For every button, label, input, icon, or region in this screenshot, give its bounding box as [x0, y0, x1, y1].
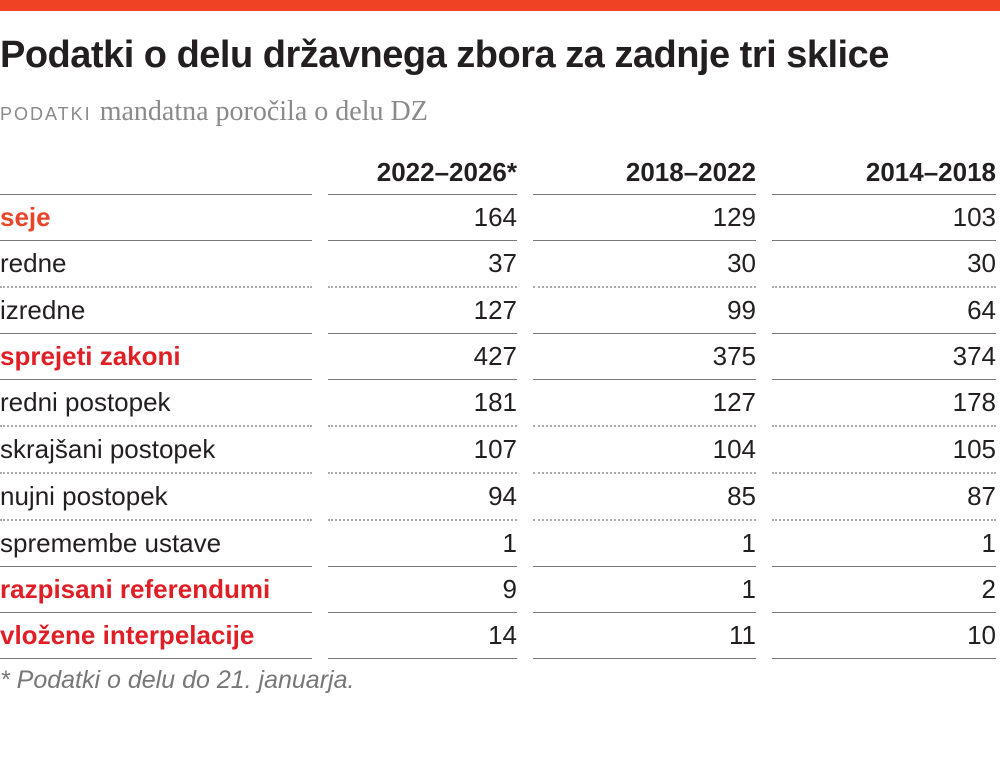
row-label: razpisani referendumi	[0, 567, 312, 613]
table-cell: 14	[328, 613, 517, 659]
table-header-row: 2022–2026* 2018–2022 2014–2018	[0, 140, 996, 195]
table-cell: 37	[328, 241, 517, 288]
page-title: Podatki o delu državnega zbora za zadnje…	[0, 34, 889, 76]
table-cell: 107	[328, 427, 517, 474]
table-row: skrajšani postopek 107 104 105	[0, 427, 996, 474]
table-cell: 1	[328, 521, 517, 567]
column-header: 2014–2018	[772, 140, 996, 195]
row-label: nujni postopek	[0, 474, 312, 521]
table-row: redne 37 30 30	[0, 241, 996, 288]
source-label: PODATKI	[0, 104, 92, 124]
table-cell: 99	[533, 288, 756, 334]
table-cell: 427	[328, 334, 517, 380]
column-header	[0, 140, 312, 195]
row-label: redni postopek	[0, 380, 312, 427]
row-label: sprejeti zakoni	[0, 334, 312, 380]
table-cell: 2	[772, 567, 996, 613]
table-cell: 164	[328, 195, 517, 241]
table-row: spremembe ustave 1 1 1	[0, 521, 996, 567]
row-label: skrajšani postopek	[0, 427, 312, 474]
table-cell: 375	[533, 334, 756, 380]
table-row: redni postopek 181 127 178	[0, 380, 996, 427]
footnote: * Podatki o delu do 21. januarja.	[0, 666, 355, 694]
source-description: mandatna poročila o delu DZ	[99, 96, 428, 127]
table-row: nujni postopek 94 85 87	[0, 474, 996, 521]
column-header: 2022–2026*	[328, 140, 517, 195]
table-cell: 105	[772, 427, 996, 474]
table-cell: 85	[533, 474, 756, 521]
accent-bar	[0, 0, 1000, 11]
table-cell: 9	[328, 567, 517, 613]
table-row: sprejeti zakoni 427 375 374	[0, 334, 996, 380]
table-cell: 1	[533, 521, 756, 567]
table-cell: 104	[533, 427, 756, 474]
table-cell: 374	[772, 334, 996, 380]
table-row: seje 164 129 103	[0, 195, 996, 241]
table-cell: 30	[533, 241, 756, 288]
column-header: 2018–2022	[533, 140, 756, 195]
table-cell: 1	[772, 521, 996, 567]
table-row: vložene interpelacije 14 11 10	[0, 613, 996, 659]
table-cell: 64	[772, 288, 996, 334]
table-cell: 87	[772, 474, 996, 521]
table-row: razpisani referendumi 9 1 2	[0, 567, 996, 613]
row-label: izredne	[0, 288, 312, 334]
table-cell: 1	[533, 567, 756, 613]
table-cell: 94	[328, 474, 517, 521]
table-cell: 30	[772, 241, 996, 288]
table-row: izredne 127 99 64	[0, 288, 996, 334]
table-cell: 129	[533, 195, 756, 241]
table-cell: 127	[328, 288, 517, 334]
table-cell: 10	[772, 613, 996, 659]
table-cell: 127	[533, 380, 756, 427]
table-cell: 103	[772, 195, 996, 241]
row-label: vložene interpelacije	[0, 613, 312, 659]
table-cell: 181	[328, 380, 517, 427]
row-label: redne	[0, 241, 312, 288]
table-cell: 11	[533, 613, 756, 659]
row-label: seje	[0, 195, 312, 241]
subtitle: PODATKI mandatna poročila o delu DZ	[0, 96, 428, 128]
data-table: 2022–2026* 2018–2022 2014–2018 seje 164 12…	[0, 140, 996, 659]
row-label: spremembe ustave	[0, 521, 312, 567]
table-cell: 178	[772, 380, 996, 427]
